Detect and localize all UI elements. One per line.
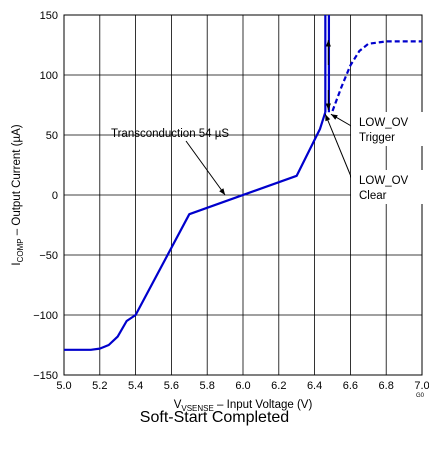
transconduction-arrow-head xyxy=(219,188,226,195)
x-tick-label: 6.4 xyxy=(307,380,322,392)
chart-series xyxy=(64,15,422,351)
x-tick-label: 6.0 xyxy=(235,380,250,392)
y-tick-label: 150 xyxy=(40,10,58,22)
transition-arrow-up-head xyxy=(325,40,331,47)
y-tick-label: −150 xyxy=(33,370,58,382)
annotation-trigger-box xyxy=(351,112,423,146)
y-axis-title: ICOMP – Output Current (µA) xyxy=(11,124,25,265)
x-tick-label: 5.2 xyxy=(92,380,107,392)
figure-id: G0 xyxy=(416,393,425,399)
series-line-4 xyxy=(331,40,422,112)
transition-arrow-down-head xyxy=(325,103,331,110)
x-axis-title: VVSENSE – Input Voltage (V) xyxy=(174,399,313,413)
x-tick-label: 5.0 xyxy=(56,380,71,392)
x-tick-label: 5.6 xyxy=(164,380,179,392)
annotation-clear-line2: Clear xyxy=(359,190,387,202)
y-tick-labels: −150 −100 −50 0 50 100 150 xyxy=(33,10,58,382)
x-tick-label: 6.8 xyxy=(379,380,394,392)
clear-arrow xyxy=(324,114,353,180)
transconduction-arrow xyxy=(185,140,226,196)
chart-caption: Soft-Start Completed xyxy=(139,409,290,426)
x-tick-label: 5.8 xyxy=(200,380,215,392)
annotation-clear-box xyxy=(351,170,423,204)
clear-arrow-head xyxy=(325,114,331,122)
trigger-arrow-head xyxy=(330,114,338,120)
x-tick-label: 6.6 xyxy=(343,380,358,392)
y-tick-label: −50 xyxy=(39,250,58,262)
annotation-clear-line1: LOW_OV xyxy=(359,175,409,187)
y-tick-label: 100 xyxy=(40,70,58,82)
annotation-transconduction: Transconduction 54 µS xyxy=(111,128,229,140)
x-tick-label: 5.4 xyxy=(128,380,143,392)
x-tick-label: 6.2 xyxy=(271,380,286,392)
x-tick-label: 7.0 xyxy=(414,380,429,392)
annotation-trigger-line2: Trigger xyxy=(359,132,395,144)
annotation-arrows xyxy=(185,40,354,196)
series-line-1 xyxy=(64,111,327,351)
y-tick-label: −100 xyxy=(33,310,58,322)
x-tick-labels: 5.0 5.2 5.4 5.6 5.8 6.0 6.2 6.4 6.6 6.8 7.0 xyxy=(56,380,429,392)
y-tick-label: 0 xyxy=(52,190,58,202)
annotation-trigger-line1: LOW_OV xyxy=(359,117,409,129)
y-tick-label: 50 xyxy=(46,130,58,142)
